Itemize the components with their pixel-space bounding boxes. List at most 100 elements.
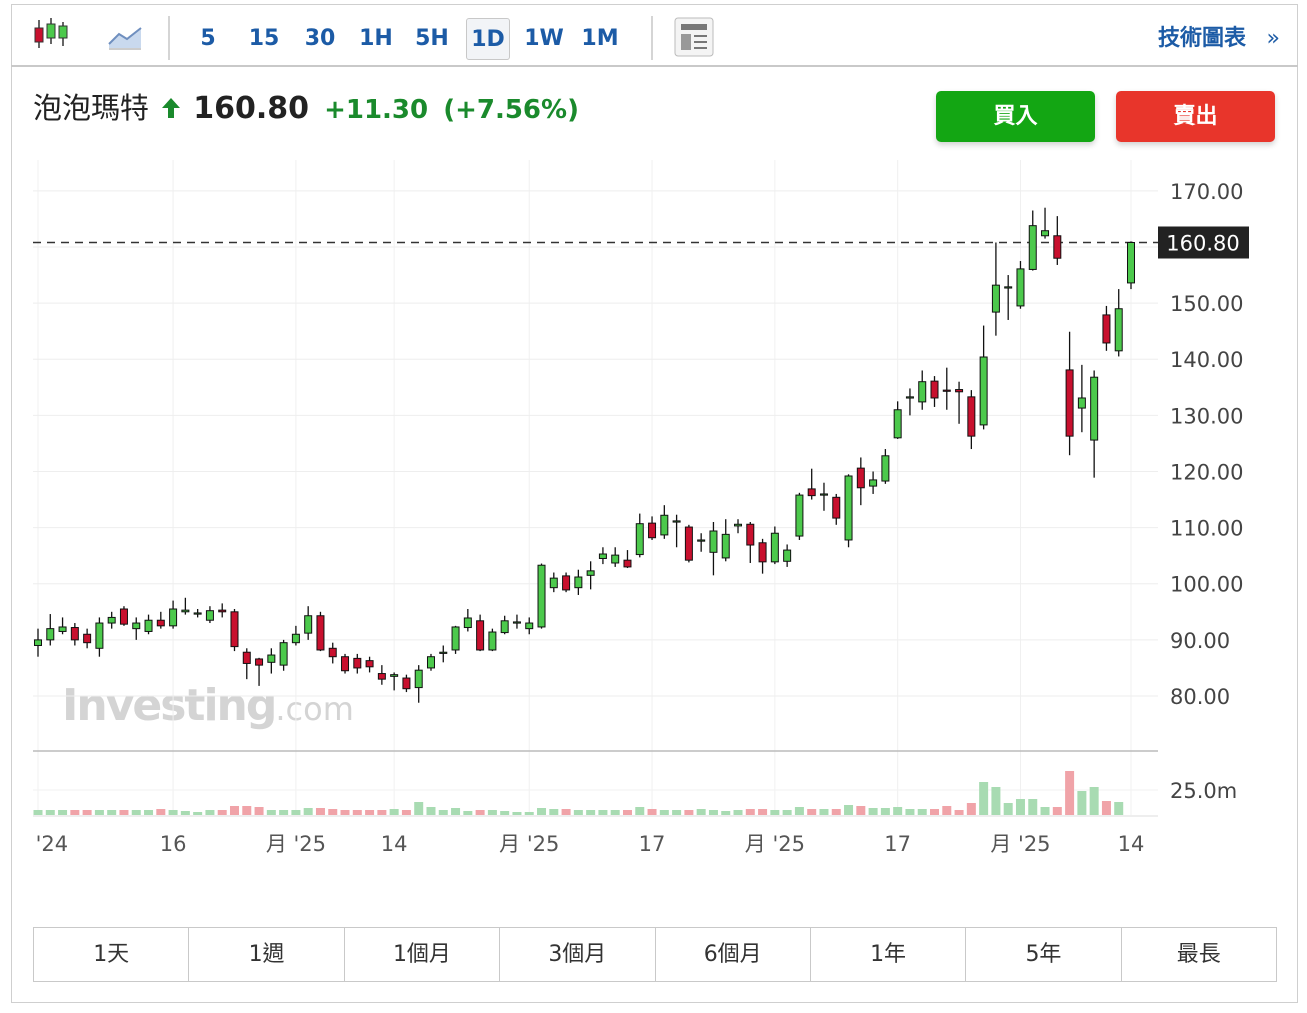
volume-bar xyxy=(426,807,436,815)
more-arrow[interactable]: » xyxy=(1266,26,1280,51)
candle-body xyxy=(746,523,755,546)
candle-body xyxy=(795,494,804,537)
volume-bar xyxy=(1114,802,1124,815)
volume-bar xyxy=(315,808,325,815)
candle-body xyxy=(181,609,190,613)
layout-icon[interactable] xyxy=(673,16,715,58)
volume-bar xyxy=(561,809,571,815)
candle-body xyxy=(1077,397,1086,409)
candle-body xyxy=(156,619,165,627)
range-button[interactable]: 1天 xyxy=(93,942,130,967)
volume-bar xyxy=(168,810,178,815)
candle-body xyxy=(844,475,853,541)
volume-bar xyxy=(979,782,989,815)
range-button[interactable]: 1個月 xyxy=(343,928,499,981)
volume-bar xyxy=(144,810,154,815)
volume-bar xyxy=(598,810,608,815)
volume-bar xyxy=(782,810,792,815)
volume-bar xyxy=(242,806,252,815)
candlestick-icon[interactable] xyxy=(31,14,71,54)
candle-body xyxy=(807,488,816,497)
candle-body xyxy=(1041,230,1050,237)
volume-bar xyxy=(856,806,866,815)
range-button[interactable]: 5年 xyxy=(965,928,1120,981)
candle-body xyxy=(598,553,607,559)
candle-body xyxy=(758,542,767,563)
interval-button[interactable]: 5H xyxy=(415,26,449,51)
candle-body xyxy=(304,615,313,634)
range-button[interactable]: 3個月 xyxy=(499,928,654,981)
candle-body xyxy=(439,651,448,654)
volume-tick-label: 25.0m xyxy=(1170,779,1237,803)
volume-bar xyxy=(217,810,227,815)
candle-body xyxy=(144,619,153,632)
candle-body xyxy=(869,479,878,487)
candle-body xyxy=(488,631,497,651)
candle-body xyxy=(353,657,362,669)
volume-bar xyxy=(1065,771,1075,815)
buy-button[interactable]: 買入 xyxy=(936,91,1095,142)
volume-bar xyxy=(586,810,596,815)
y-tick-label: 130.00 xyxy=(1170,404,1243,428)
interval-button[interactable]: 1M xyxy=(581,26,619,51)
candle-body xyxy=(660,514,669,536)
volume-bar xyxy=(573,810,583,815)
volume-bar xyxy=(365,810,375,815)
candle-body xyxy=(537,564,546,628)
range-button[interactable]: 6個月 xyxy=(654,928,810,981)
volume-bar xyxy=(1101,801,1111,815)
candle-body xyxy=(402,677,411,690)
volume-bar xyxy=(954,810,964,815)
volume-bar xyxy=(659,810,669,815)
candle-body xyxy=(1053,235,1062,259)
candle-body xyxy=(930,380,939,399)
volume-bar xyxy=(819,809,829,815)
range-button[interactable]: 1週 xyxy=(188,928,343,981)
volume-bar xyxy=(893,807,903,815)
volume-bar xyxy=(377,810,387,815)
volume-bar xyxy=(414,802,424,815)
volume-bar xyxy=(758,809,768,815)
interval-button[interactable]: 15 xyxy=(248,26,280,51)
volume-bar xyxy=(942,806,952,815)
x-tick-label: 14 xyxy=(1118,832,1145,856)
technical-chart-link[interactable]: 技術圖表 xyxy=(1157,26,1246,51)
sell-button[interactable]: 賣出 xyxy=(1116,91,1275,142)
volume-bar xyxy=(438,810,448,815)
volume-bar xyxy=(487,810,497,815)
interval-button[interactable]: 1D xyxy=(466,18,510,60)
interval-button[interactable]: 5 xyxy=(200,26,216,51)
x-tick-label: 17 xyxy=(639,832,666,856)
x-tick-label: 月 '25 xyxy=(499,832,559,856)
volume-bar xyxy=(131,810,141,815)
range-button[interactable]: 最長 xyxy=(1120,928,1276,981)
interval-button[interactable]: 1W xyxy=(524,26,564,51)
candle-body xyxy=(721,533,730,559)
watermark: Investing.com xyxy=(62,680,354,731)
range-button[interactable]: 1年 xyxy=(809,928,965,981)
candle-body xyxy=(107,616,116,624)
volume-bar xyxy=(340,810,350,815)
candle-body xyxy=(500,620,509,634)
candle-body xyxy=(734,523,743,527)
candle-body xyxy=(549,577,558,589)
line-chart-icon[interactable] xyxy=(107,18,145,52)
candle-body xyxy=(856,467,865,489)
volume-bar xyxy=(1040,807,1050,815)
candle-body xyxy=(1016,268,1025,307)
chart: Investing.com 月 '24 16 月 '25 14 月 '25 17 月 '25 1… xyxy=(33,160,1249,856)
volume-bar xyxy=(524,812,534,815)
volume-bar xyxy=(33,810,43,815)
volume-bar xyxy=(770,810,780,815)
separator xyxy=(168,16,170,60)
last-price-label: 160.80 xyxy=(1166,232,1239,256)
x-tick-label: 月 '25 xyxy=(745,832,805,856)
widget-frame xyxy=(11,4,1298,1003)
quote-header: 泡泡瑪特 160.80 +11.30 (+7.56%) xyxy=(33,86,579,130)
candle-body xyxy=(341,656,350,672)
interval-button[interactable]: 30 xyxy=(304,26,336,51)
candle-body xyxy=(205,610,214,621)
interval-button[interactable]: 1H xyxy=(359,26,393,51)
volume-bar xyxy=(1003,803,1013,815)
y-tick-label: 150.00 xyxy=(1170,292,1243,316)
